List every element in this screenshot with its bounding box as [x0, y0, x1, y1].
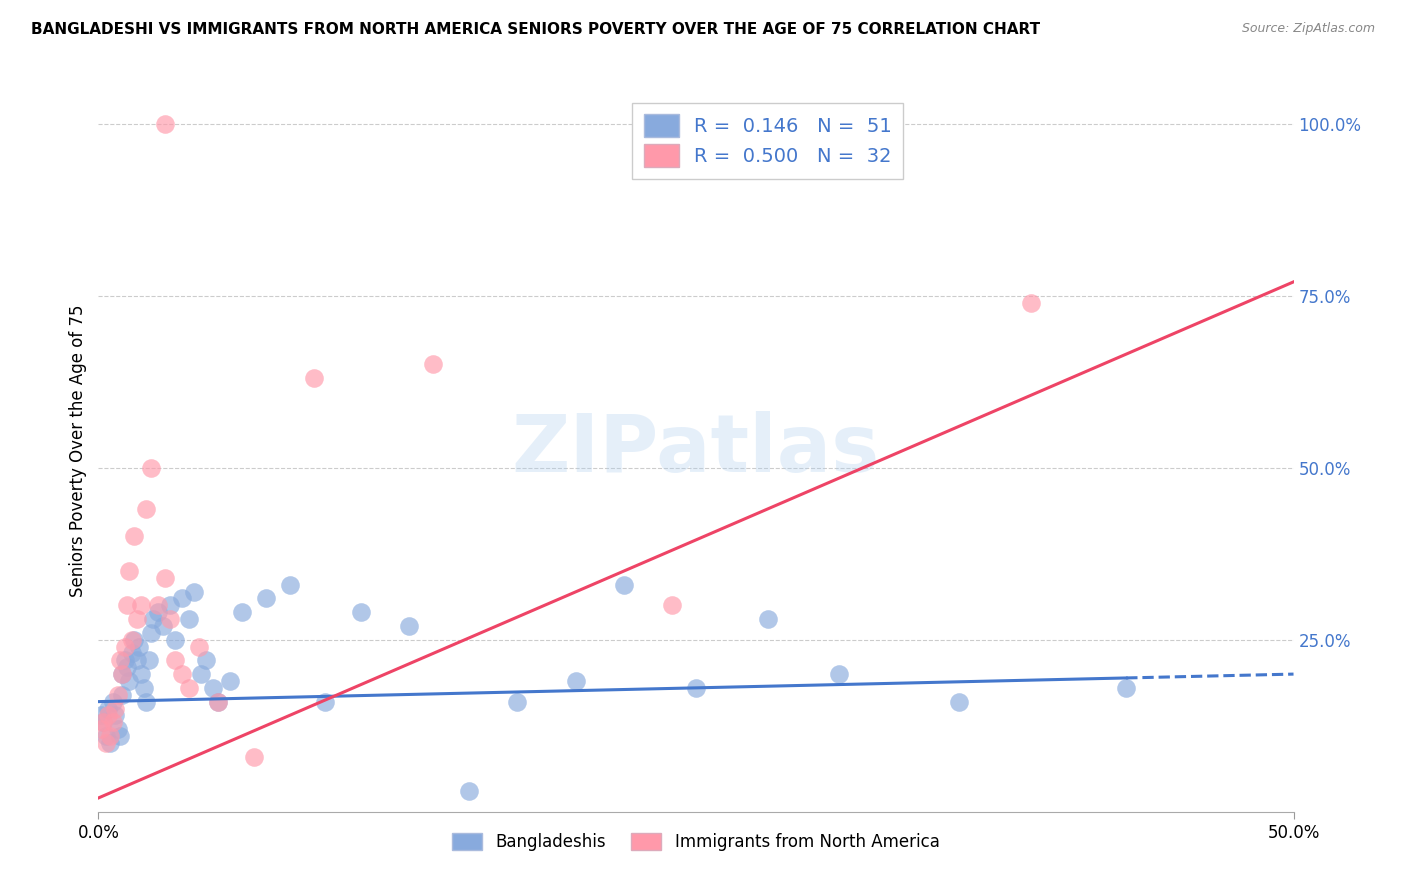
- Point: [172, 591, 194, 606]
- Point: [121, 632, 143, 647]
- Point: [179, 681, 201, 695]
- Point: [132, 681, 155, 695]
- Point: [254, 591, 277, 606]
- Point: [756, 612, 779, 626]
- Point: [114, 640, 136, 654]
- Point: [94, 736, 117, 750]
- Point: [195, 653, 218, 667]
- Point: [458, 784, 481, 798]
- Point: [90, 708, 112, 723]
- Point: [1019, 295, 1042, 310]
- Point: [101, 715, 124, 730]
- Point: [207, 695, 229, 709]
- Point: [159, 612, 181, 626]
- Point: [243, 749, 266, 764]
- Point: [202, 681, 225, 695]
- Point: [98, 729, 122, 743]
- Point: [104, 701, 127, 715]
- Point: [111, 667, 134, 681]
- Point: [108, 653, 131, 667]
- Point: [565, 673, 588, 688]
- Point: [107, 722, 129, 736]
- Point: [207, 695, 229, 709]
- Point: [111, 688, 134, 702]
- Point: [97, 701, 120, 715]
- Point: [104, 708, 127, 723]
- Point: [152, 619, 174, 633]
- Point: [148, 599, 170, 613]
- Point: [661, 599, 683, 613]
- Point: [190, 667, 212, 681]
- Point: [90, 722, 112, 736]
- Text: Source: ZipAtlas.com: Source: ZipAtlas.com: [1241, 22, 1375, 36]
- Legend: Bangladeshis, Immigrants from North America: Bangladeshis, Immigrants from North Amer…: [446, 826, 946, 857]
- Point: [155, 571, 177, 585]
- Point: [97, 708, 120, 723]
- Y-axis label: Seniors Poverty Over the Age of 75: Seniors Poverty Over the Age of 75: [69, 304, 87, 597]
- Point: [115, 599, 138, 613]
- Point: [125, 653, 148, 667]
- Point: [148, 605, 170, 619]
- Point: [948, 695, 970, 709]
- Point: [155, 117, 177, 131]
- Point: [91, 715, 114, 730]
- Point: [101, 695, 124, 709]
- Point: [139, 460, 162, 475]
- Point: [124, 632, 146, 647]
- Point: [108, 729, 131, 743]
- Point: [187, 640, 209, 654]
- Point: [278, 577, 301, 591]
- Point: [506, 695, 529, 709]
- Point: [163, 632, 186, 647]
- Point: [163, 653, 186, 667]
- Point: [94, 729, 117, 743]
- Point: [118, 673, 141, 688]
- Point: [159, 599, 181, 613]
- Point: [128, 640, 150, 654]
- Text: ZIPatlas: ZIPatlas: [512, 411, 880, 490]
- Point: [142, 612, 165, 626]
- Point: [107, 688, 129, 702]
- Point: [131, 667, 153, 681]
- Point: [302, 371, 325, 385]
- Point: [114, 653, 136, 667]
- Point: [98, 736, 122, 750]
- Point: [1115, 681, 1137, 695]
- Point: [828, 667, 851, 681]
- Point: [179, 612, 201, 626]
- Point: [124, 529, 146, 543]
- Point: [138, 653, 160, 667]
- Point: [121, 647, 143, 661]
- Point: [125, 612, 148, 626]
- Point: [398, 619, 420, 633]
- Point: [685, 681, 707, 695]
- Point: [350, 605, 373, 619]
- Point: [315, 695, 337, 709]
- Point: [183, 584, 205, 599]
- Point: [172, 667, 194, 681]
- Point: [139, 625, 162, 640]
- Point: [111, 667, 134, 681]
- Point: [613, 577, 636, 591]
- Point: [115, 660, 138, 674]
- Point: [135, 502, 157, 516]
- Point: [118, 564, 141, 578]
- Point: [422, 358, 444, 372]
- Point: [231, 605, 253, 619]
- Text: BANGLADESHI VS IMMIGRANTS FROM NORTH AMERICA SENIORS POVERTY OVER THE AGE OF 75 : BANGLADESHI VS IMMIGRANTS FROM NORTH AME…: [31, 22, 1040, 37]
- Point: [219, 673, 242, 688]
- Point: [91, 715, 114, 730]
- Point: [131, 599, 153, 613]
- Point: [135, 695, 157, 709]
